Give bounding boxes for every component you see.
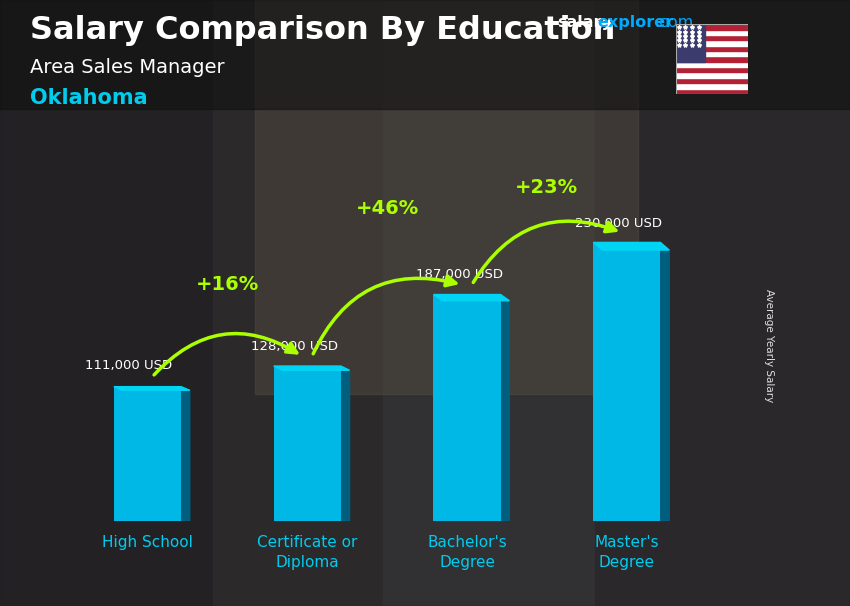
- Text: explorer: explorer: [598, 15, 674, 30]
- Polygon shape: [274, 366, 349, 370]
- Text: salary: salary: [557, 15, 612, 30]
- Bar: [382, 0, 595, 606]
- Text: +46%: +46%: [355, 199, 419, 218]
- Bar: [676, 51, 748, 56]
- Text: 128,000 USD: 128,000 USD: [251, 340, 338, 353]
- Bar: [255, 0, 638, 394]
- Bar: [274, 366, 341, 521]
- Polygon shape: [501, 295, 509, 521]
- Bar: [0, 0, 212, 606]
- Polygon shape: [341, 366, 349, 521]
- Bar: [676, 24, 705, 62]
- Text: +16%: +16%: [196, 275, 259, 295]
- Bar: [212, 0, 382, 606]
- Text: Area Sales Manager: Area Sales Manager: [30, 58, 224, 76]
- Text: 187,000 USD: 187,000 USD: [416, 268, 502, 281]
- Bar: [114, 387, 181, 521]
- Text: .com: .com: [654, 15, 694, 30]
- Polygon shape: [593, 242, 669, 250]
- Bar: [676, 41, 748, 45]
- Text: Average Yearly Salary: Average Yearly Salary: [764, 289, 774, 402]
- Text: +23%: +23%: [515, 178, 579, 198]
- Bar: [676, 67, 748, 73]
- Text: Oklahoma: Oklahoma: [30, 88, 147, 108]
- Bar: [434, 295, 501, 521]
- Polygon shape: [181, 387, 190, 521]
- Polygon shape: [660, 242, 669, 521]
- Bar: [676, 62, 748, 67]
- Polygon shape: [434, 295, 509, 301]
- Polygon shape: [114, 387, 190, 390]
- Bar: [0, 0, 850, 109]
- Bar: [676, 24, 748, 30]
- Bar: [676, 56, 748, 62]
- Text: Salary Comparison By Education: Salary Comparison By Education: [30, 15, 615, 46]
- Bar: [676, 88, 748, 94]
- Bar: [676, 83, 748, 88]
- Text: 230,000 USD: 230,000 USD: [575, 218, 662, 230]
- Bar: [593, 242, 660, 521]
- Bar: [676, 78, 748, 83]
- Bar: [676, 45, 748, 51]
- Bar: [676, 35, 748, 41]
- Text: 111,000 USD: 111,000 USD: [85, 359, 172, 372]
- Bar: [595, 0, 850, 606]
- Bar: [676, 30, 748, 35]
- Bar: [676, 73, 748, 78]
